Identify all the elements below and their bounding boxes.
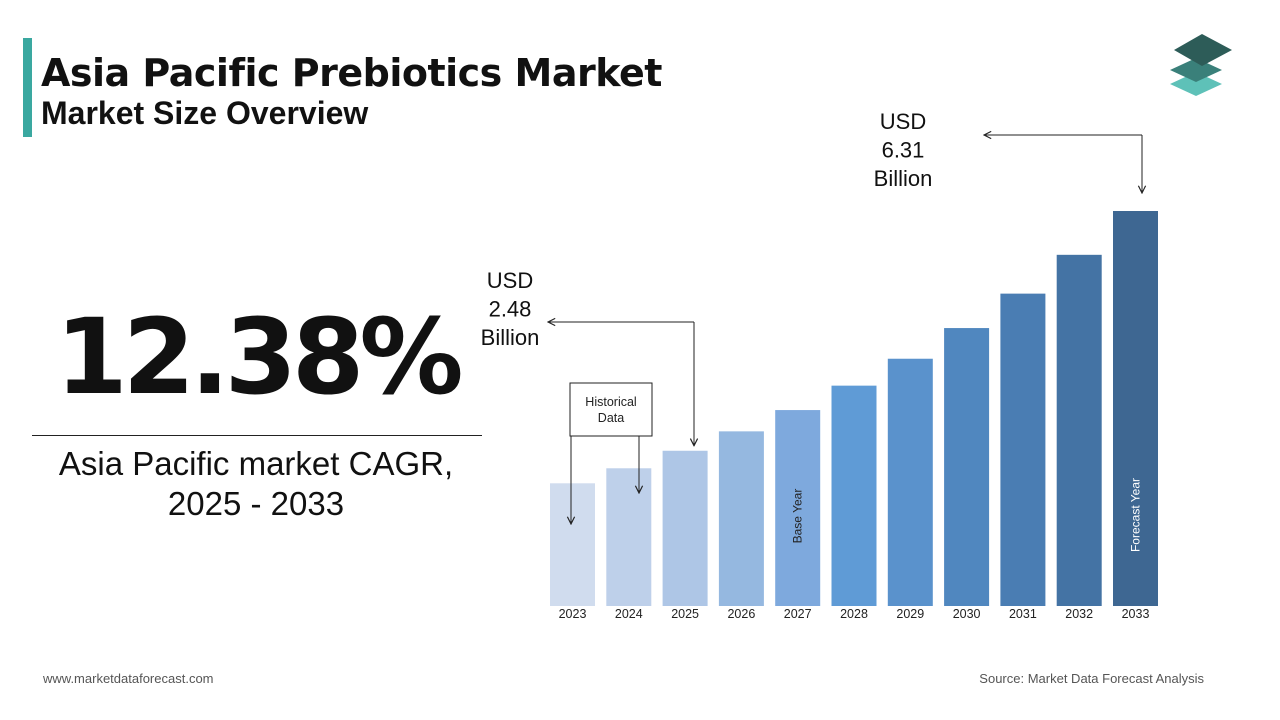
forecast-year-label: Forecast Year <box>1129 478 1143 552</box>
bar-2027 <box>775 410 821 606</box>
historical-data-label: Data <box>598 411 624 425</box>
base-year-label: Base Year <box>791 489 805 544</box>
bar-2024 <box>606 468 652 606</box>
page-subtitle: Market Size Overview <box>41 95 369 131</box>
page-title: Asia Pacific Prebiotics Market <box>41 51 662 95</box>
x-tick-label-2025: 2025 <box>671 607 699 621</box>
bar-2023 <box>550 483 595 606</box>
callout-2025-text: 2.48 <box>489 297 532 322</box>
x-tick-label-2030: 2030 <box>953 607 981 621</box>
x-tick-label-2029: 2029 <box>896 607 924 621</box>
x-tick-label-2023: 2023 <box>559 607 587 621</box>
historical-data-label: Historical <box>585 395 636 409</box>
bar-2033 <box>1113 211 1158 606</box>
bar-2026 <box>718 431 764 606</box>
historical-data-box <box>569 382 653 437</box>
cagr-value: 12.38% <box>55 296 463 418</box>
cagr-divider <box>32 435 482 436</box>
bar-2029 <box>887 358 933 606</box>
footer-source: Source: Market Data Forecast Analysis <box>979 671 1204 686</box>
x-tick-label-2026: 2026 <box>727 607 755 621</box>
bar-2031 <box>1000 293 1046 606</box>
x-tick-label-2024: 2024 <box>615 607 643 621</box>
bar-2030 <box>944 328 990 606</box>
callout-2033-text: USD <box>880 109 926 134</box>
x-tick-label-2033: 2033 <box>1122 607 1150 621</box>
logo-icon <box>1170 34 1232 96</box>
x-tick-label-2032: 2032 <box>1065 607 1093 621</box>
x-tick-label-2028: 2028 <box>840 607 868 621</box>
callout-2025-text: Billion <box>481 325 540 350</box>
title-accent-bar <box>23 38 32 137</box>
x-tick-label-2027: 2027 <box>784 607 812 621</box>
bar-2032 <box>1056 254 1102 606</box>
x-tick-label-2031: 2031 <box>1009 607 1037 621</box>
callout-2025-text: USD <box>487 268 533 293</box>
footer-website: www.marketdataforecast.com <box>43 671 214 686</box>
cagr-label: Asia Pacific market CAGR, 2025 - 2033 <box>58 445 454 522</box>
callout-2033-text: Billion <box>874 166 933 191</box>
callout-2033-text: 6.31 <box>882 138 925 163</box>
bar-2025 <box>662 450 708 606</box>
bar-2028 <box>831 385 877 606</box>
